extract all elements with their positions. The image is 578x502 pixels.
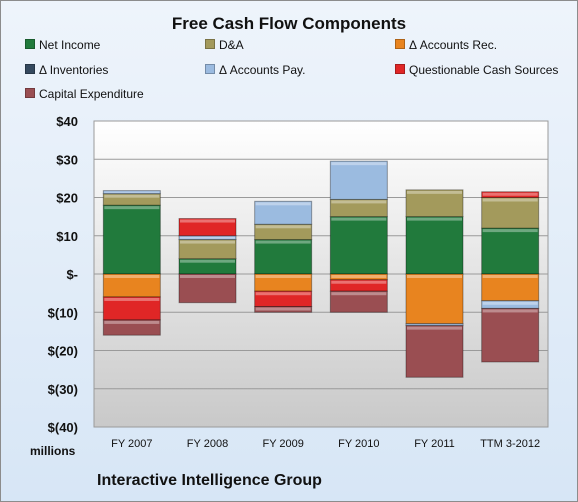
bar-highlight xyxy=(407,190,462,194)
legend-swatch xyxy=(205,64,215,74)
legend-label: D&A xyxy=(219,38,244,52)
bar-highlight xyxy=(255,202,311,206)
legend-swatch xyxy=(395,39,405,49)
x-tick-label: TTM 3-2012 xyxy=(480,438,540,450)
bar-highlight xyxy=(482,275,538,278)
bar-highlight xyxy=(482,198,538,202)
legend-label: Δ Accounts Pay. xyxy=(219,63,306,77)
bar-highlight xyxy=(407,217,462,221)
bar-highlight xyxy=(104,320,160,324)
bar-highlight xyxy=(331,162,387,166)
bar-highlight xyxy=(180,275,235,278)
bar-segment xyxy=(102,190,161,195)
legend-label: Δ Accounts Rec. xyxy=(409,38,498,52)
legend-label: Δ Inventories xyxy=(39,63,109,77)
x-tick-label: FY 2007 xyxy=(111,438,152,450)
bar-segment xyxy=(405,273,464,325)
bar-segment xyxy=(102,319,161,336)
bar-highlight xyxy=(180,240,235,244)
bar-highlight xyxy=(104,297,160,301)
legend-label: Net Income xyxy=(39,38,101,52)
bar-highlight xyxy=(104,194,160,198)
y-tick-label: $- xyxy=(66,267,78,282)
bar-segment xyxy=(481,197,540,229)
bar-highlight xyxy=(407,326,462,330)
bar-highlight xyxy=(331,200,387,204)
legend-swatch xyxy=(25,88,35,98)
bar-highlight xyxy=(331,280,387,284)
y-tick-label: $20 xyxy=(56,191,78,206)
bar-highlight xyxy=(482,192,538,196)
bar-highlight xyxy=(407,275,462,278)
bar-highlight xyxy=(331,275,387,278)
bar-highlight xyxy=(482,309,538,313)
bar-segment xyxy=(481,227,540,275)
y-tick-label: $(40) xyxy=(48,420,78,435)
legend-swatch xyxy=(205,39,215,49)
bar-highlight xyxy=(104,206,160,210)
bar-segment xyxy=(254,290,313,308)
bar-segment xyxy=(329,216,388,275)
bar-segment xyxy=(178,273,237,304)
legend-label: Capital Expenditure xyxy=(39,87,144,101)
legend-item-inventories: Δ Inventories xyxy=(25,63,108,77)
x-tick-label: FY 2009 xyxy=(262,438,303,450)
bar-highlight xyxy=(482,301,538,305)
bar-segment xyxy=(178,218,237,237)
legend-item-accounts-rec: Δ Accounts Rec. xyxy=(395,38,497,52)
y-tick-label: $(20) xyxy=(48,344,78,359)
bar-segment xyxy=(329,160,388,200)
bar-highlight xyxy=(331,217,387,221)
legend-item-da: D&A xyxy=(205,38,244,52)
bar-segment xyxy=(405,325,464,378)
bar-highlight xyxy=(331,292,387,296)
legend-item-questionable-cash: Questionable Cash Sources xyxy=(395,63,558,77)
x-tick-label: FY 2011 xyxy=(414,438,455,450)
bar-segment xyxy=(102,204,161,275)
bar-segment xyxy=(254,306,313,313)
chart-title: Free Cash Flow Components xyxy=(171,14,407,33)
y-tick-label: $30 xyxy=(56,152,78,167)
legend-swatch xyxy=(395,64,405,74)
bar-segment xyxy=(329,290,388,313)
legend-item-net-income: Net Income xyxy=(25,38,100,52)
bar-highlight xyxy=(180,259,235,263)
bar-highlight xyxy=(255,240,311,244)
bar-segment xyxy=(481,307,540,363)
bar-segment xyxy=(254,239,313,275)
bar-highlight xyxy=(180,219,235,223)
y-tick-label: $40 xyxy=(56,114,78,129)
legend-item-capital-expenditure: Capital Expenditure xyxy=(25,87,144,101)
bar-highlight xyxy=(255,225,311,229)
bar-segment xyxy=(254,200,313,225)
y-tick-label: $(10) xyxy=(48,305,78,320)
y-tick-label: $10 xyxy=(56,229,78,244)
legend-swatch xyxy=(25,64,35,74)
bar-highlight xyxy=(255,307,311,311)
bar-highlight xyxy=(482,229,538,233)
legend-item-accounts-pay: Δ Accounts Pay. xyxy=(205,63,306,77)
bar-segment xyxy=(405,189,464,218)
unit-label: millions xyxy=(30,444,76,458)
bar-segment xyxy=(481,191,540,198)
x-tick-label: FY 2008 xyxy=(187,438,228,450)
bar-highlight xyxy=(255,275,311,278)
bar-highlight xyxy=(104,191,160,193)
x-tick-label: FY 2010 xyxy=(338,438,379,450)
bar-highlight xyxy=(104,275,160,278)
bar-segment xyxy=(405,216,464,275)
bar-segment xyxy=(481,273,540,302)
legend-swatch xyxy=(25,39,35,49)
legend-label: Questionable Cash Sources xyxy=(409,63,559,77)
bar-highlight xyxy=(180,236,235,239)
bar-highlight xyxy=(255,292,311,296)
company-name: Interactive Intelligence Group xyxy=(97,472,322,489)
y-tick-label: $(30) xyxy=(48,382,78,397)
